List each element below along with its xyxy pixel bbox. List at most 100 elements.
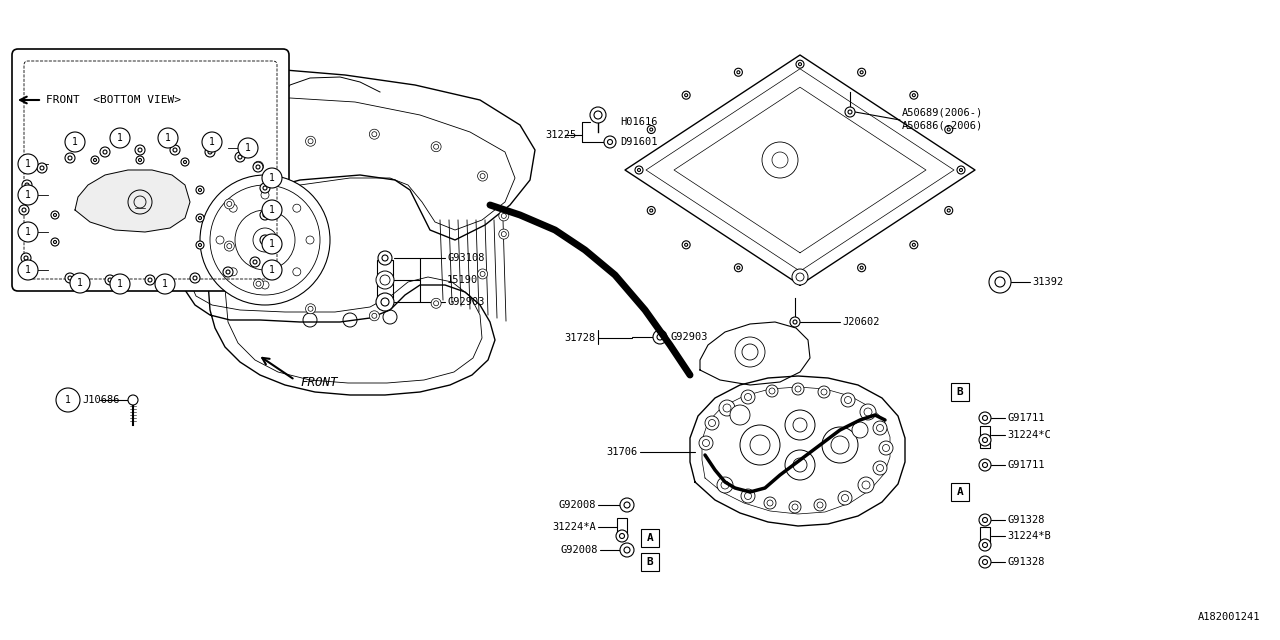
Circle shape: [910, 91, 918, 99]
Circle shape: [792, 269, 808, 285]
Bar: [617, 518, 627, 536]
Text: G92008: G92008: [558, 500, 596, 510]
Circle shape: [250, 257, 260, 267]
Circle shape: [719, 400, 735, 416]
Circle shape: [370, 311, 379, 321]
Circle shape: [616, 530, 628, 542]
Circle shape: [200, 175, 330, 305]
Circle shape: [717, 477, 733, 493]
Circle shape: [979, 514, 991, 526]
Circle shape: [261, 281, 269, 289]
Text: 31224*A: 31224*A: [552, 522, 596, 532]
Circle shape: [20, 253, 31, 263]
Text: A: A: [956, 487, 964, 497]
Circle shape: [604, 136, 616, 148]
Circle shape: [979, 556, 991, 568]
Circle shape: [979, 412, 991, 424]
Circle shape: [814, 499, 826, 511]
Circle shape: [19, 230, 29, 240]
Circle shape: [858, 477, 874, 493]
Circle shape: [945, 125, 952, 134]
Text: 1: 1: [269, 205, 275, 215]
Circle shape: [236, 152, 244, 162]
Circle shape: [105, 275, 115, 285]
Circle shape: [957, 166, 965, 174]
Circle shape: [262, 260, 282, 280]
Circle shape: [979, 434, 991, 446]
FancyBboxPatch shape: [122, 212, 178, 253]
Circle shape: [306, 136, 316, 146]
Circle shape: [196, 214, 204, 222]
Circle shape: [253, 161, 264, 172]
Circle shape: [499, 229, 509, 239]
Circle shape: [216, 236, 224, 244]
Circle shape: [730, 405, 750, 425]
Text: G92903: G92903: [669, 332, 708, 342]
Circle shape: [648, 207, 655, 214]
Text: 31224*C: 31224*C: [1007, 430, 1051, 440]
Circle shape: [343, 313, 357, 327]
Circle shape: [620, 543, 634, 557]
Circle shape: [682, 241, 690, 249]
Circle shape: [370, 129, 379, 140]
Bar: [951, 383, 969, 401]
Circle shape: [51, 238, 59, 246]
Circle shape: [841, 393, 855, 407]
Circle shape: [499, 211, 509, 221]
Text: A50686(-2006): A50686(-2006): [902, 120, 983, 130]
Circle shape: [110, 128, 131, 148]
Circle shape: [180, 158, 189, 166]
Circle shape: [19, 205, 29, 215]
Circle shape: [790, 317, 800, 327]
Circle shape: [100, 147, 110, 157]
Polygon shape: [180, 70, 535, 395]
Text: G91711: G91711: [1007, 413, 1044, 423]
Circle shape: [27, 265, 37, 275]
Circle shape: [699, 436, 713, 450]
Circle shape: [910, 241, 918, 249]
Circle shape: [376, 293, 394, 311]
Circle shape: [110, 274, 131, 294]
Circle shape: [378, 251, 392, 265]
Circle shape: [253, 162, 262, 172]
Circle shape: [635, 166, 643, 174]
FancyBboxPatch shape: [12, 49, 289, 291]
Text: FRONT  <BOTTOM VIEW>: FRONT <BOTTOM VIEW>: [46, 95, 180, 105]
Text: 1: 1: [116, 279, 123, 289]
Bar: [641, 553, 659, 571]
Circle shape: [477, 269, 488, 279]
Circle shape: [262, 168, 282, 188]
Circle shape: [765, 385, 778, 397]
Circle shape: [648, 125, 655, 134]
Circle shape: [735, 337, 765, 367]
Text: 1: 1: [72, 137, 78, 147]
Circle shape: [205, 147, 215, 157]
Circle shape: [845, 107, 855, 117]
Circle shape: [764, 497, 776, 509]
Circle shape: [818, 386, 829, 398]
Circle shape: [18, 154, 38, 174]
Circle shape: [762, 142, 797, 178]
Text: A182001241: A182001241: [1198, 612, 1260, 622]
Circle shape: [91, 156, 99, 164]
Bar: [641, 529, 659, 547]
Circle shape: [260, 210, 270, 220]
Circle shape: [65, 273, 76, 283]
Circle shape: [261, 191, 269, 199]
Text: 31225: 31225: [545, 130, 576, 140]
Circle shape: [822, 427, 858, 463]
Text: J20602: J20602: [842, 317, 879, 327]
Text: 15190: 15190: [447, 275, 479, 285]
Polygon shape: [700, 322, 810, 385]
Text: 1: 1: [26, 265, 31, 275]
Circle shape: [590, 107, 605, 123]
Circle shape: [189, 273, 200, 283]
Circle shape: [65, 153, 76, 163]
Circle shape: [293, 204, 301, 212]
Circle shape: [262, 234, 282, 254]
Circle shape: [238, 138, 259, 158]
Circle shape: [477, 171, 488, 181]
Bar: [148, 235, 163, 245]
Text: 1: 1: [165, 133, 172, 143]
Text: 1: 1: [26, 227, 31, 237]
